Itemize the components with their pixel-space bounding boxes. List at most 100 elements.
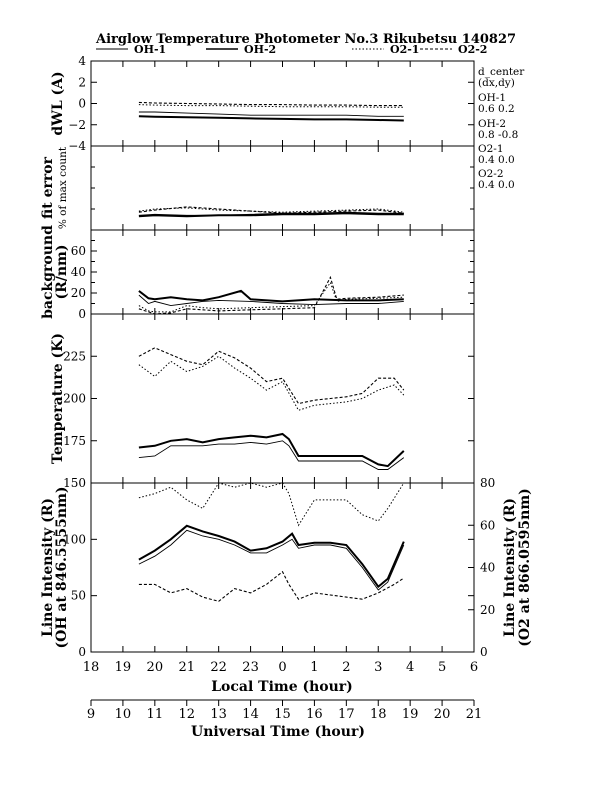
series-oh-2 [138,524,405,589]
y-axis-label-2: (OH at 846.5555nm) [54,486,70,648]
ytick-right-label: 40 [480,561,495,575]
local-time-tick-label: 23 [242,660,259,675]
legend-label-oh-2: OH-2 [244,43,276,56]
series-o2-1 [138,483,405,527]
legend-label-o2-2: O2-2 [458,43,487,56]
series-oh-2 [138,289,404,303]
ytick-right-label: 20 [480,603,495,617]
y-axis-label-2: (R/nm) [54,245,70,300]
local-time-tick-label: 1 [310,660,318,675]
ytick-label: 0 [78,307,86,321]
series-o2-1 [138,104,404,108]
local-time-tick-label: 6 [470,660,478,675]
series-oh-2 [138,212,404,218]
legend-label-o2-1: O2-1 [390,43,419,56]
ut-axis-label: Universal Time (hour) [191,724,365,740]
local-time-tick-label: 5 [438,660,446,675]
local-time-tick-label: 18 [83,660,100,675]
series-oh-1 [138,294,404,307]
legend: OH-1 OH-2 O2-1 O2-2 [96,43,487,56]
y-axis-label-2: % of max count [57,146,69,229]
panel-2: fit error% of max count [40,145,475,231]
figure-title: Airglow Temperature Photometer No.3 Riku… [95,32,516,47]
ut-tick-label: 15 [274,707,291,722]
ytick-label: 4 [78,54,86,68]
y-axis-label: Temperature (K) [50,333,66,464]
ut-tick-label: 12 [178,707,195,722]
ytick-label: 175 [63,434,86,448]
ut-tick-label: 17 [338,707,355,722]
ut-tick-label: 20 [434,707,451,722]
ut-tick-label: 14 [242,707,259,722]
y-axis-label: fit error [40,156,56,219]
ytick-label: −4 [68,139,86,153]
ytick-label: 0 [78,97,86,111]
ytick-label: 20 [71,286,86,300]
ut-tick-label: 10 [115,707,132,722]
series-oh-1 [138,529,405,591]
local-time-axis-label: Local Time (hour) [211,679,353,695]
y-axis-label: Line Intensity (R) [40,498,56,637]
legend-label-oh-1: OH-1 [134,43,166,56]
series-o2-2 [138,570,405,602]
ut-tick-label: 11 [147,707,164,722]
ytick-label: 2 [78,75,86,89]
annotation-2: OH-1 [478,92,506,104]
series-o2-2 [138,206,404,214]
ytick-label: 225 [63,349,86,363]
local-time-tick-label: 0 [278,660,286,675]
annotation-5: 0.8 -0.8 [478,129,518,141]
series-oh-1 [138,111,404,117]
y-axis-label: dWL (A) [50,71,66,135]
annotation-3: 0.6 0.2 [478,103,515,115]
y-axis-right-label-2: (O2 at 866.0595nm) [517,488,533,647]
ytick-label: 40 [71,265,86,279]
ut-tick-label: 18 [370,707,387,722]
series-oh-2 [138,115,404,122]
series-o2-2 [138,347,405,405]
ut-tick-label: 13 [210,707,227,722]
y-axis-right-label: Line Intensity (R) [502,498,518,637]
ytick-right-label: 0 [480,645,488,659]
ytick-label: 200 [63,392,86,406]
annotation-4: OH-2 [478,118,506,130]
annotation-8: O2-2 [478,168,504,180]
ut-tick-label: 21 [466,707,483,722]
local-time-tick-label: 22 [210,660,227,675]
ytick-label: 100 [63,532,86,546]
annotation-1: (dx,dy) [478,77,515,89]
series-oh-2 [138,432,405,468]
series-oh-1 [138,440,405,470]
panel-frame [90,60,475,147]
local-time-tick-label: 2 [342,660,350,675]
panel-frame [90,313,475,484]
local-time-tick-label: 4 [406,660,414,675]
local-time-tick-label: 21 [178,660,195,675]
annotation-0: d_center [478,66,525,78]
local-time-tick-label: 3 [374,660,382,675]
panel-3: 60 40 20 0 background(R/nm) [40,225,475,321]
series-o2-2 [138,275,404,314]
dcenter-annotations: d_center(dx,dy) OH-10.6 0.2 OH-20.8 -0.8 O2… [478,66,525,191]
ytick-label: 60 [71,244,86,258]
ytick-right-label: 80 [480,476,495,490]
series-o2-2 [138,101,404,107]
local-time-tick-label: 20 [147,660,164,675]
ut-tick-label: 16 [306,707,323,722]
ytick-label: 50 [71,589,86,603]
ut-tick-label: 9 [87,707,95,722]
ut-tick-label: 19 [402,707,419,722]
ytick-right-label: 60 [480,518,495,532]
annotation-9: 0.4 0.0 [478,179,515,191]
annotation-7: 0.4 0.0 [478,154,515,166]
annotation-6: O2-1 [478,143,504,155]
ytick-label: 0 [78,645,86,659]
ytick-label: 150 [63,476,86,490]
local-time-tick-label: 19 [115,660,132,675]
ytick-label: −2 [68,118,86,132]
